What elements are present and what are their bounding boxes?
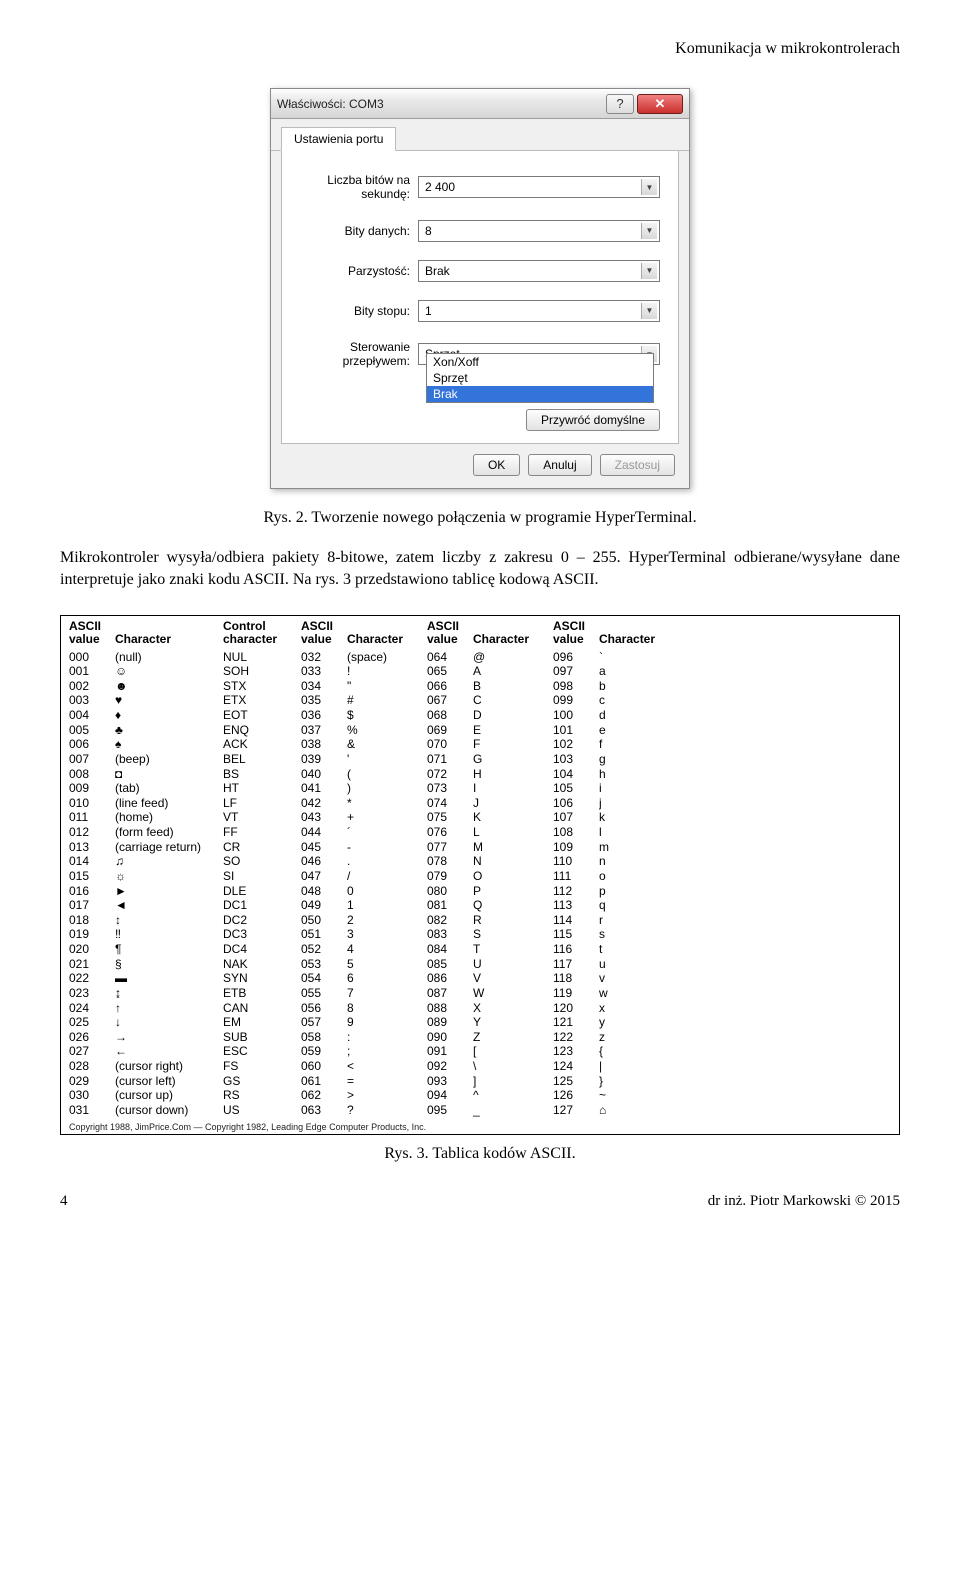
- footer-author: dr inż. Piotr Markowski © 2015: [708, 1193, 900, 1210]
- table-row: 004♦EOT036$068D100d: [69, 708, 891, 723]
- combo-baud[interactable]: 2 400 ▼: [418, 176, 660, 198]
- combo-stopbits[interactable]: 1 ▼: [418, 300, 660, 322]
- restore-row: Przywróć domyślne: [300, 409, 660, 431]
- table-row: 026→SUB058:090Z122z: [69, 1030, 891, 1045]
- combo-parity[interactable]: Brak ▼: [418, 260, 660, 282]
- table-row: 019‼DC30513083S115s: [69, 927, 891, 942]
- combo-stopbits-value: 1: [425, 304, 432, 318]
- table-row: 018↕DC20502082R114r: [69, 913, 891, 928]
- table-row: 029(cursor left)GS061=093]125}: [69, 1074, 891, 1089]
- figure-2-caption: Rys. 2. Tworzenie nowego połączenia w pr…: [60, 509, 900, 527]
- table-row: 002☻STX034"066B098b: [69, 679, 891, 694]
- table-row: 014♫SO046.078N110n: [69, 854, 891, 869]
- apply-button[interactable]: Zastosuj: [600, 454, 675, 476]
- flow-option[interactable]: Sprzęt: [427, 370, 653, 386]
- table-row: 024↑CAN0568088X120x: [69, 1001, 891, 1016]
- page-header: Komunikacja w mikrokontrolerach: [60, 40, 900, 58]
- page-footer: 4 dr inż. Piotr Markowski © 2015: [60, 1193, 900, 1210]
- table-row: 000(null)NUL032(space)064@096`: [69, 650, 891, 665]
- chevron-down-icon: ▼: [641, 223, 657, 239]
- table-row: 001☺SOH033!065A097a: [69, 664, 891, 679]
- dialog-container: Właściwości: COM3 ? ✕ Ustawienia portu L…: [60, 88, 900, 489]
- tab-strip: Ustawienia portu: [271, 119, 689, 151]
- ascii-table: ASCIIvalue Character Controlcharacter AS…: [60, 615, 900, 1134]
- tab-port-settings[interactable]: Ustawienia portu: [281, 127, 396, 151]
- label-baud: Liczba bitów na sekundę:: [300, 173, 418, 202]
- table-row: 030(cursor up)RS062>094^126~: [69, 1088, 891, 1103]
- table-row: 015☼SI047/079O111o: [69, 869, 891, 884]
- field-baud: Liczba bitów na sekundę: 2 400 ▼: [300, 173, 660, 202]
- flow-option[interactable]: Brak: [427, 386, 653, 402]
- chevron-down-icon: ▼: [641, 179, 657, 195]
- paragraph-body: Mikrokontroler wysyła/odbiera pakiety 8-…: [60, 547, 900, 592]
- window-title: Właściwości: COM3: [277, 97, 603, 111]
- table-row: 008◘BS040(072H104h: [69, 767, 891, 782]
- table-row: 028(cursor right)FS060<092\124|: [69, 1059, 891, 1074]
- table-row: 013(carriage return)CR045-077M109m: [69, 840, 891, 855]
- label-databits: Bity danych:: [300, 224, 418, 238]
- table-row: 005♣ENQ037%069E101e: [69, 723, 891, 738]
- ok-button[interactable]: OK: [473, 454, 520, 476]
- table-row: 025↓EM0579089Y121y: [69, 1015, 891, 1030]
- restore-defaults-button[interactable]: Przywróć domyślne: [526, 409, 660, 431]
- table-row: 003♥ETX035#067C099c: [69, 693, 891, 708]
- combo-baud-value: 2 400: [425, 180, 455, 194]
- table-row: 022▬SYN0546086V118v: [69, 971, 891, 986]
- com-properties-dialog: Właściwości: COM3 ? ✕ Ustawienia portu L…: [270, 88, 690, 489]
- label-flow: Sterowanie przepływem:: [300, 340, 418, 369]
- table-row: 009(tab)HT041)073I105i: [69, 781, 891, 796]
- chevron-down-icon: ▼: [641, 263, 657, 279]
- ascii-table-body: 000(null)NUL032(space)064@096`001☺SOH033…: [69, 650, 891, 1118]
- close-button[interactable]: ✕: [637, 94, 683, 114]
- table-row: 016►DLE0480080P112p: [69, 884, 891, 899]
- ascii-table-header: ASCIIvalue Character Controlcharacter AS…: [69, 620, 891, 645]
- figure-3-caption: Rys. 3. Tablica kodów ASCII.: [60, 1145, 900, 1163]
- ascii-copyright: Copyright 1988, JimPrice.Com — Copyright…: [69, 1122, 891, 1132]
- combo-databits[interactable]: 8 ▼: [418, 220, 660, 242]
- label-parity: Parzystość:: [300, 264, 418, 278]
- page-number: 4: [60, 1193, 68, 1210]
- table-row: 031(cursor down)US063?095_127⌂: [69, 1103, 891, 1118]
- tab-body: Liczba bitów na sekundę: 2 400 ▼ Bity da…: [281, 151, 679, 444]
- table-row: 017◄DC10491081Q113q: [69, 898, 891, 913]
- help-button[interactable]: ?: [606, 94, 634, 114]
- table-row: 006♠ACK038&070F102f: [69, 737, 891, 752]
- flow-option[interactable]: Xon/Xoff: [427, 354, 653, 370]
- table-row: 023↨ETB0557087W119w: [69, 986, 891, 1001]
- label-stopbits: Bity stopu:: [300, 304, 418, 318]
- table-row: 010(line feed)LF042*074J106j: [69, 796, 891, 811]
- combo-parity-value: Brak: [425, 264, 450, 278]
- field-parity: Parzystość: Brak ▼: [300, 260, 660, 282]
- field-stopbits: Bity stopu: 1 ▼: [300, 300, 660, 322]
- titlebar: Właściwości: COM3 ? ✕: [271, 89, 689, 119]
- chevron-down-icon: ▼: [641, 303, 657, 319]
- table-row: 007(beep)BEL039'071G103g: [69, 752, 891, 767]
- table-row: 021§NAK0535085U117u: [69, 957, 891, 972]
- table-row: 020¶DC40524084T116t: [69, 942, 891, 957]
- table-row: 012(form feed)FF044´076L108l: [69, 825, 891, 840]
- table-row: 027←ESC059;091[123{: [69, 1044, 891, 1059]
- table-row: 011(home)VT043+075K107k: [69, 810, 891, 825]
- cancel-button[interactable]: Anuluj: [528, 454, 591, 476]
- field-databits: Bity danych: 8 ▼: [300, 220, 660, 242]
- flow-dropdown-list[interactable]: Xon/XoffSprzętBrak: [426, 353, 654, 403]
- combo-databits-value: 8: [425, 224, 432, 238]
- dialog-buttons: OK Anuluj Zastosuj: [271, 444, 689, 488]
